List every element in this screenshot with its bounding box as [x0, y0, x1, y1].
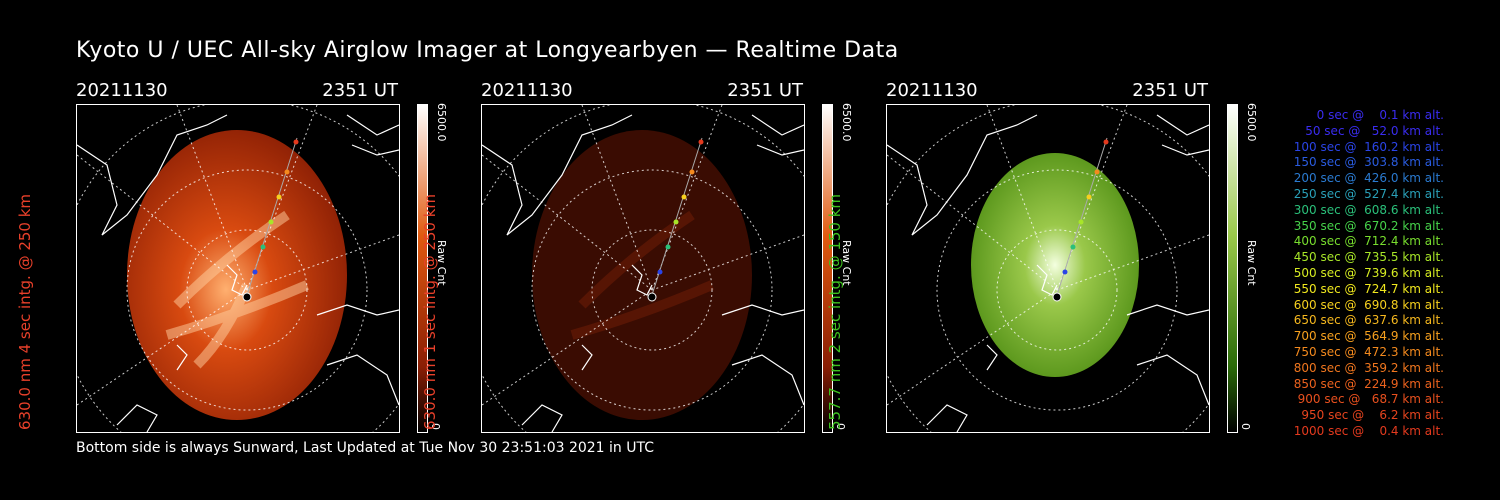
panel-side-label: 630.0 nm 1 sec intg. @ 250 km: [421, 193, 439, 430]
legend-item: 350 sec @ 670.2 km alt.: [1289, 218, 1444, 233]
legend-item: 700 sec @ 564.9 km alt.: [1289, 329, 1444, 344]
legend-item: 50 sec @ 52.0 km alt.: [1297, 123, 1444, 138]
coastline: [887, 114, 1209, 432]
colorbar-max: 6500.0: [840, 103, 853, 142]
legend-item: 400 sec @ 712.4 km alt.: [1289, 234, 1444, 249]
legend-item: 750 sec @ 472.3 km alt.: [1289, 344, 1444, 359]
legend-item: 950 sec @ 6.2 km alt.: [1297, 408, 1444, 423]
legend-item: 450 sec @ 735.5 km alt.: [1289, 250, 1444, 265]
footer-note: Bottom side is always Sunward, Last Upda…: [76, 440, 654, 456]
satellite-track: [242, 137, 299, 302]
legend-item: 850 sec @ 224.9 km alt.: [1289, 376, 1444, 391]
coastline: [482, 114, 804, 432]
panel-630nm-1sec: 20211130 2351 UT: [421, 80, 853, 433]
sky-image-disc: [971, 153, 1139, 377]
colorbar: [822, 104, 833, 433]
allsky-map: [482, 105, 804, 432]
satellite-track: [1052, 137, 1109, 302]
legend-item: 0 sec @ 0.1 km alt.: [1305, 108, 1444, 122]
allsky-image: [481, 104, 805, 433]
panel-date: 20211130: [481, 80, 573, 101]
colorbar: [417, 104, 428, 433]
legend-item: 900 sec @ 68.7 km alt.: [1293, 392, 1444, 407]
colorbar-min: 0: [1239, 423, 1252, 430]
panel-date: 20211130: [886, 80, 978, 101]
colorbar-max: 6500.0: [1245, 103, 1258, 142]
coastline: [77, 114, 399, 432]
panel-side-label: 557.7 nm 2 sec intg. @ 150 km: [826, 193, 844, 430]
legend-item: 500 sec @ 739.6 km alt.: [1289, 265, 1444, 280]
time-altitude-legend: 0 sec @ 0.1 km alt. 50 sec @ 52.0 km alt…: [1262, 108, 1462, 440]
allsky-image: [886, 104, 1210, 433]
panel-557nm-2sec: 20211130 2351 UT: [826, 80, 1258, 433]
colorbar: [1227, 104, 1238, 433]
panel-630nm-4sec: 20211130 2351 UT: [16, 80, 448, 433]
legend-item: 650 sec @ 637.6 km alt.: [1289, 313, 1444, 328]
legend-item: 800 sec @ 359.2 km alt.: [1289, 360, 1444, 375]
panel-time: 2351 UT: [727, 80, 803, 101]
legend-item: 250 sec @ 527.4 km alt.: [1289, 186, 1444, 201]
legend-item: 550 sec @ 724.7 km alt.: [1289, 281, 1444, 296]
grid-lines: [887, 105, 1209, 432]
page-title: Kyoto U / UEC All-sky Airglow Imager at …: [76, 38, 899, 63]
colorbar-max: 6500.0: [435, 103, 448, 142]
allsky-map: [887, 105, 1209, 432]
panel-time: 2351 UT: [322, 80, 398, 101]
legend-item: 200 sec @ 426.0 km alt.: [1289, 171, 1444, 186]
satellite-track: [647, 137, 704, 302]
panel-side-label: 630.0 nm 4 sec intg. @ 250 km: [16, 193, 34, 430]
grid-lines: [77, 105, 399, 432]
legend-item: 100 sec @ 160.2 km alt.: [1289, 139, 1444, 154]
legend-item: 150 sec @ 303.8 km alt.: [1289, 155, 1444, 170]
colorbar-unit: Raw Cnt: [1245, 240, 1258, 286]
allsky-image: [76, 104, 400, 433]
panel-date: 20211130: [76, 80, 168, 101]
legend-item: 600 sec @ 690.8 km alt.: [1289, 297, 1444, 312]
panel-time: 2351 UT: [1132, 80, 1208, 101]
grid-lines: [482, 105, 804, 432]
allsky-map: [77, 105, 399, 432]
legend-item: 300 sec @ 608.6 km alt.: [1289, 202, 1444, 217]
legend-item: 1000 sec @ 0.4 km alt.: [1293, 423, 1444, 438]
